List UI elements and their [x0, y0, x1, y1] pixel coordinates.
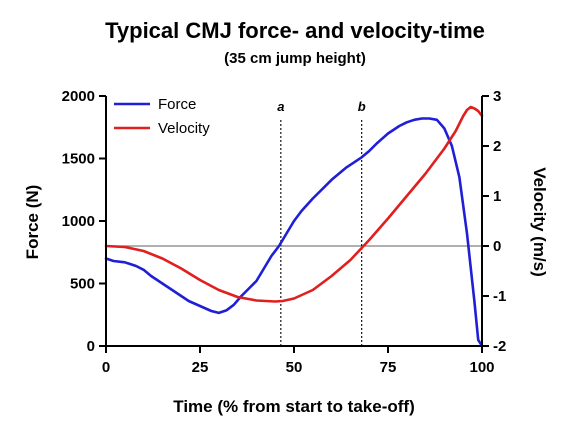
chart-subtitle: (35 cm jump height): [224, 50, 366, 67]
y-tick-label: 1500: [62, 151, 95, 168]
y-axis-label: Force (N): [23, 185, 42, 260]
marker-label-a: a: [277, 99, 284, 114]
y-tick-label: 500: [70, 276, 95, 293]
chart-title: Typical CMJ force- and velocity-time: [105, 18, 485, 43]
x-tick-label: 0: [102, 359, 110, 376]
marker-label-b: b: [358, 99, 366, 114]
y2-tick-label: 0: [493, 238, 501, 255]
y2-tick-label: 1: [493, 188, 501, 205]
y-tick-label: 0: [87, 338, 95, 355]
y2-tick-label: 3: [493, 88, 501, 105]
x-axis-label: Time (% from start to take-off): [173, 397, 415, 416]
y-tick-label: 2000: [62, 88, 95, 105]
x-tick-label: 75: [380, 359, 397, 376]
series-layer: [104, 105, 484, 348]
y2-axis-label: Velocity (m/s): [530, 167, 549, 277]
x-tick-label: 25: [192, 359, 209, 376]
y-tick-label: 1000: [62, 213, 95, 230]
series-line-force: [104, 117, 484, 348]
x-tick-label: 100: [469, 359, 494, 376]
y2-tick-label: 2: [493, 138, 501, 155]
series-line-velocity: [104, 105, 484, 303]
legend-label-force: Force: [158, 96, 196, 113]
y2-tick-label: -1: [493, 288, 506, 305]
x-tick-label: 50: [286, 359, 303, 376]
legend: Force Velocity: [114, 96, 210, 137]
y2-tick-label: -2: [493, 338, 506, 355]
legend-label-velocity: Velocity: [158, 120, 210, 137]
